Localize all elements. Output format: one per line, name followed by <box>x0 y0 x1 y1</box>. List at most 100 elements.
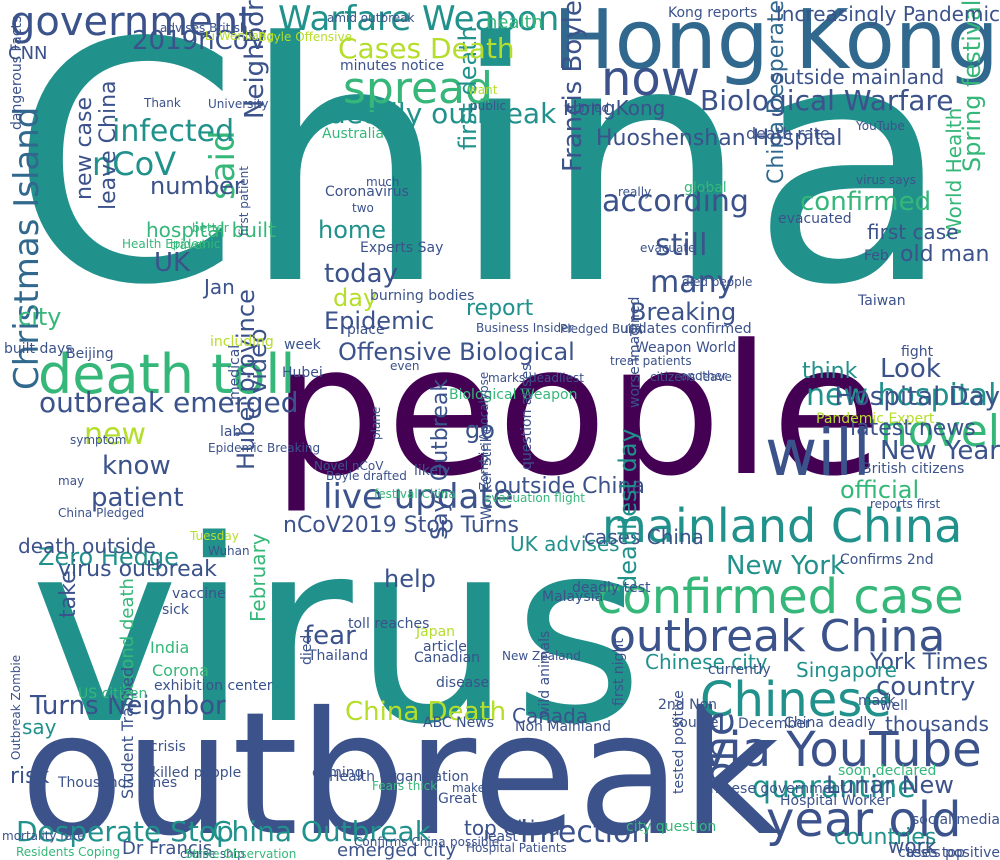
word-warfare-weapon: Warfare Weapon <box>278 0 560 39</box>
word-mask: mask <box>858 693 896 709</box>
word-crisis: crisis <box>150 739 186 755</box>
word-health-epidemic: Health Epidemic <box>122 237 221 251</box>
word-zero-hedge: Zero Hedge <box>38 543 179 571</box>
word-world-health: World Health <box>942 107 966 237</box>
word-even: even <box>390 359 420 373</box>
word-public: public <box>470 99 507 113</box>
word-killed-people: killed people <box>152 765 242 781</box>
word-new-case: new case <box>72 96 97 200</box>
word-fight: fight <box>901 344 934 360</box>
word-virus: virus <box>30 487 644 780</box>
word-virus-says: virus says <box>856 173 916 187</box>
word-global: global <box>684 180 727 196</box>
word-cases-death: Cases Death <box>338 32 515 65</box>
word-including: including <box>210 334 274 350</box>
word-ncov2019-stop-turns: nCoV2019 Stop Turns <box>283 513 519 538</box>
word-chinese: Chinese <box>700 672 892 728</box>
word-wuhan: Wuhan <box>208 544 250 558</box>
word-outside-china: outside China <box>494 474 645 499</box>
word-minutes-notice: minutes notice <box>340 58 445 74</box>
word-now: now <box>601 51 701 107</box>
word-china-deadly: China deadly <box>784 715 876 731</box>
word-pledged-build: Pledged Build <box>560 322 643 336</box>
word-biological-warfare: Biological Warfare <box>700 84 954 117</box>
word-country: country <box>876 672 976 702</box>
word-abc-news: ABC News <box>423 715 494 731</box>
word-offensive-biological: Offensive Biological <box>338 338 575 366</box>
word-citizens-leave: citizens leave <box>650 370 732 384</box>
word-least: least <box>484 829 518 845</box>
word-say: say <box>22 715 57 739</box>
word-source: source <box>672 715 719 731</box>
word-toll-reaches: toll reaches <box>348 616 430 632</box>
word-weapon-world: Weapon World <box>635 340 737 356</box>
word-coronavirus: Coronavirus <box>325 184 409 200</box>
word-outbreak-emerged: outbreak emerged <box>39 386 299 419</box>
word-still: still <box>655 228 708 263</box>
word-exhibition-center: exhibition center <box>154 678 273 694</box>
word-countries: countries <box>834 825 937 850</box>
word-died-people: died people <box>682 275 753 289</box>
word-government: government <box>10 0 254 45</box>
word-epidemic: Epidemic <box>324 307 435 335</box>
word-fear: fear <box>304 621 356 651</box>
word-china-outbreak: China Outbreak <box>212 815 431 848</box>
word-amid-outbreak: amid outbreak <box>327 11 415 25</box>
word-tuesday: Tuesday <box>190 529 239 543</box>
word-possible: possible <box>450 835 500 849</box>
word-symptom: symptom <box>70 433 127 447</box>
word-patient: patient <box>91 483 184 513</box>
word-travel: travel <box>170 238 205 252</box>
word-quarantine: quarantine <box>752 770 916 805</box>
word-china-desperate: China Desperate <box>764 0 789 184</box>
word-article: article <box>423 639 467 655</box>
word-want: want <box>468 83 498 97</box>
word-japan: Japan <box>416 624 456 640</box>
word-plane: plane <box>369 406 383 440</box>
word-zombie-apocalypse: Zombie Apocalypse <box>477 371 491 490</box>
word-cases-top: cases top <box>898 845 965 860</box>
word-outside-mainland: outside mainland <box>771 65 945 89</box>
word-spread: spread <box>343 63 493 114</box>
word-february: February <box>246 533 270 622</box>
word-take: take <box>56 570 81 618</box>
word-li-wenliang: Li Wenliang <box>205 29 275 43</box>
word-think: think <box>802 359 858 384</box>
word-worse-imagined: worse imagined <box>627 296 643 408</box>
word-advises-british: advises British <box>160 21 248 35</box>
word-hospital-built: hospital built <box>146 218 276 242</box>
word-soon-declared: soon declared <box>838 763 937 779</box>
word-deadly-outbreak: deadly outbreak <box>328 97 557 130</box>
word-confirms-2nd: Confirms 2nd <box>840 552 934 568</box>
word-another: another <box>680 369 727 383</box>
word-evacuated: evacuated <box>778 211 852 227</box>
word-australia: Australia <box>322 126 384 142</box>
word-corona: Corona <box>152 661 209 680</box>
word-new-zealand: New Zealand <box>502 649 581 663</box>
word-today: today <box>324 259 398 289</box>
word-canadian: Canadian <box>414 650 481 666</box>
word-better: better <box>192 221 229 235</box>
word-fears-thick: Fears thick <box>372 779 438 793</box>
word-thailand: Thailand <box>308 648 369 664</box>
word-vaccine: vaccine <box>172 586 226 602</box>
word-look: Look <box>880 354 941 384</box>
word-hospital-day: Hospital Day <box>834 382 1000 412</box>
word-old-man: old man <box>900 242 990 267</box>
word-malaysia: Malaysia <box>542 589 604 605</box>
word-turns-neighbor: Turns Neighbor <box>30 691 226 721</box>
word-updates-confirmed: updates confirmed <box>620 321 752 337</box>
word-chinese-government: Chinese government <box>700 781 846 797</box>
word-youtube: YouTube <box>856 119 905 133</box>
word-dangerous-facts: dangerous Facts <box>9 15 25 130</box>
word-year-old: year old <box>766 792 962 848</box>
word-virus-outbreak: virus outbreak <box>58 557 217 582</box>
word-built-days: built days <box>4 341 73 357</box>
word-novel-ncov: Novel nCoV <box>314 459 384 473</box>
word-taiwan: Taiwan <box>858 293 906 309</box>
word-singapore: Singapore <box>796 658 897 682</box>
word-university: University <box>208 97 269 111</box>
word-cnn: CNN <box>8 43 48 64</box>
word-lunar-new: Lunar New <box>826 771 954 799</box>
